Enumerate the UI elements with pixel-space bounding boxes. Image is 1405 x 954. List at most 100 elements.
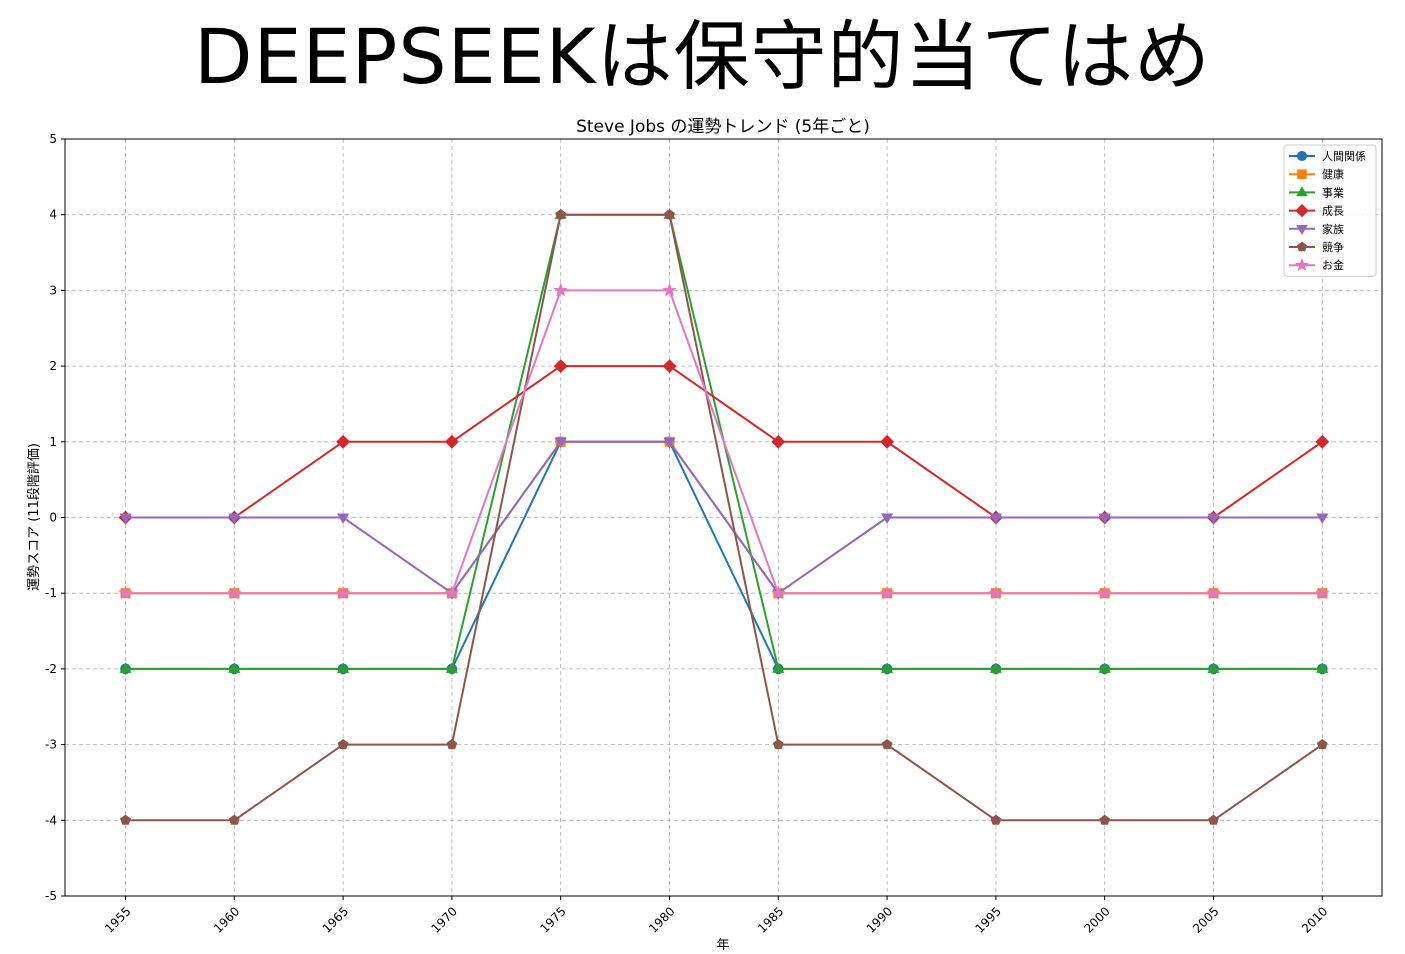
x-axis: 1955 1960 1965 1970 1975 1980 1985 1990 1995 2000…	[102, 896, 1330, 936]
series-1	[120, 436, 1328, 675]
legend-item: 健康	[1289, 167, 1344, 181]
data-point	[337, 738, 349, 750]
legend-marker	[1295, 257, 1309, 272]
data-point	[228, 662, 241, 673]
x-tick-label: 1970	[429, 904, 460, 935]
legend-marker	[1296, 186, 1308, 197]
data-point	[771, 585, 786, 600]
legend-label: 事業	[1322, 186, 1344, 199]
y-tick-label: 4	[49, 208, 57, 222]
legend-item: 競争	[1289, 240, 1344, 254]
data-point	[228, 513, 241, 524]
y-tick-label: 5	[49, 132, 57, 146]
data-point	[118, 585, 133, 600]
data-point	[1098, 513, 1111, 524]
y-axis-label: 運勢スコア (11段階評価)	[27, 443, 42, 591]
data-point	[1206, 585, 1221, 600]
legend-marker	[1296, 241, 1308, 252]
data-point	[337, 513, 350, 524]
data-point	[989, 513, 1002, 524]
legend-label: 成長	[1322, 205, 1344, 218]
x-tick-label: 1980	[646, 904, 677, 935]
data-point	[881, 513, 894, 524]
data-point	[772, 662, 785, 673]
legend-marker	[1295, 203, 1309, 218]
data-point	[227, 585, 242, 600]
x-tick-label: 1965	[320, 904, 351, 935]
x-tick-label: 1955	[102, 904, 133, 935]
legend-label: 家族	[1322, 222, 1344, 236]
y-tick-label: 1	[49, 435, 57, 449]
chart-title: Steve Jobs の運勢トレンド (5年ごと)	[576, 117, 870, 137]
data-point	[335, 585, 351, 600]
data-point	[664, 209, 675, 220]
series-group	[118, 208, 1330, 825]
legend-marker	[1296, 150, 1308, 162]
data-point	[880, 434, 895, 449]
y-tick-label: 3	[49, 283, 57, 297]
series-line	[125, 289, 1323, 595]
legend-item: お金	[1289, 257, 1344, 272]
legend-marker	[1296, 225, 1308, 236]
y-tick-label: 0	[49, 511, 57, 525]
legend-label: 健康	[1322, 167, 1344, 181]
y-axis: 5 4 3 2 1 0 -1 -2 -3 -4 -5	[45, 132, 65, 903]
data-point	[989, 662, 1002, 673]
data-point	[881, 662, 894, 673]
data-point	[119, 662, 132, 673]
data-point	[1316, 662, 1329, 673]
data-point	[1099, 814, 1111, 825]
data-point	[444, 585, 460, 600]
data-point	[771, 434, 786, 449]
data-point	[444, 434, 459, 449]
legend-label: 人間関係	[1322, 150, 1366, 163]
data-point	[1316, 738, 1328, 750]
data-point	[1315, 585, 1330, 600]
data-point	[553, 359, 568, 374]
series-7	[118, 282, 1330, 600]
x-tick-label: 2005	[1190, 904, 1221, 935]
y-tick-label: 2	[49, 359, 57, 373]
data-point	[553, 282, 568, 297]
data-point	[879, 585, 895, 600]
y-tick-label: -3	[45, 738, 57, 752]
data-point	[1097, 585, 1112, 600]
legend-item: 人間関係	[1289, 150, 1366, 163]
legend-item: 成長	[1289, 203, 1344, 218]
series-5	[119, 437, 1329, 600]
data-point	[336, 434, 351, 449]
series-line	[125, 440, 1323, 595]
data-point	[1098, 662, 1111, 673]
banner-title: DEEPSEEKは保守的当てはめ	[194, 12, 1211, 101]
x-tick-label: 2010	[1299, 904, 1330, 935]
data-point	[1207, 513, 1220, 524]
legend-label: 競争	[1322, 240, 1344, 254]
data-point	[120, 814, 131, 825]
data-point	[772, 738, 784, 750]
data-point	[662, 282, 677, 297]
data-point	[663, 437, 676, 449]
legend-box	[1283, 144, 1377, 277]
data-point	[990, 814, 1002, 825]
x-tick-label: 1985	[755, 904, 786, 935]
legend-marker	[1297, 169, 1307, 179]
data-point	[1208, 814, 1219, 825]
legend-label: お金	[1322, 258, 1344, 272]
data-point	[554, 437, 567, 449]
y-tick-label: -2	[45, 662, 57, 676]
legend-item: 事業	[1289, 186, 1344, 199]
data-point	[988, 585, 1004, 600]
x-axis-label: 年	[716, 938, 729, 953]
data-point	[337, 662, 350, 673]
y-tick-label: -4	[45, 813, 57, 827]
x-tick-label: 1960	[211, 904, 242, 935]
data-point	[662, 359, 677, 374]
data-point	[228, 814, 240, 825]
x-tick-label: 1990	[864, 904, 895, 935]
data-point	[119, 513, 132, 524]
data-point	[446, 738, 458, 750]
y-tick-label: -5	[45, 889, 57, 903]
series-line	[125, 213, 1323, 822]
